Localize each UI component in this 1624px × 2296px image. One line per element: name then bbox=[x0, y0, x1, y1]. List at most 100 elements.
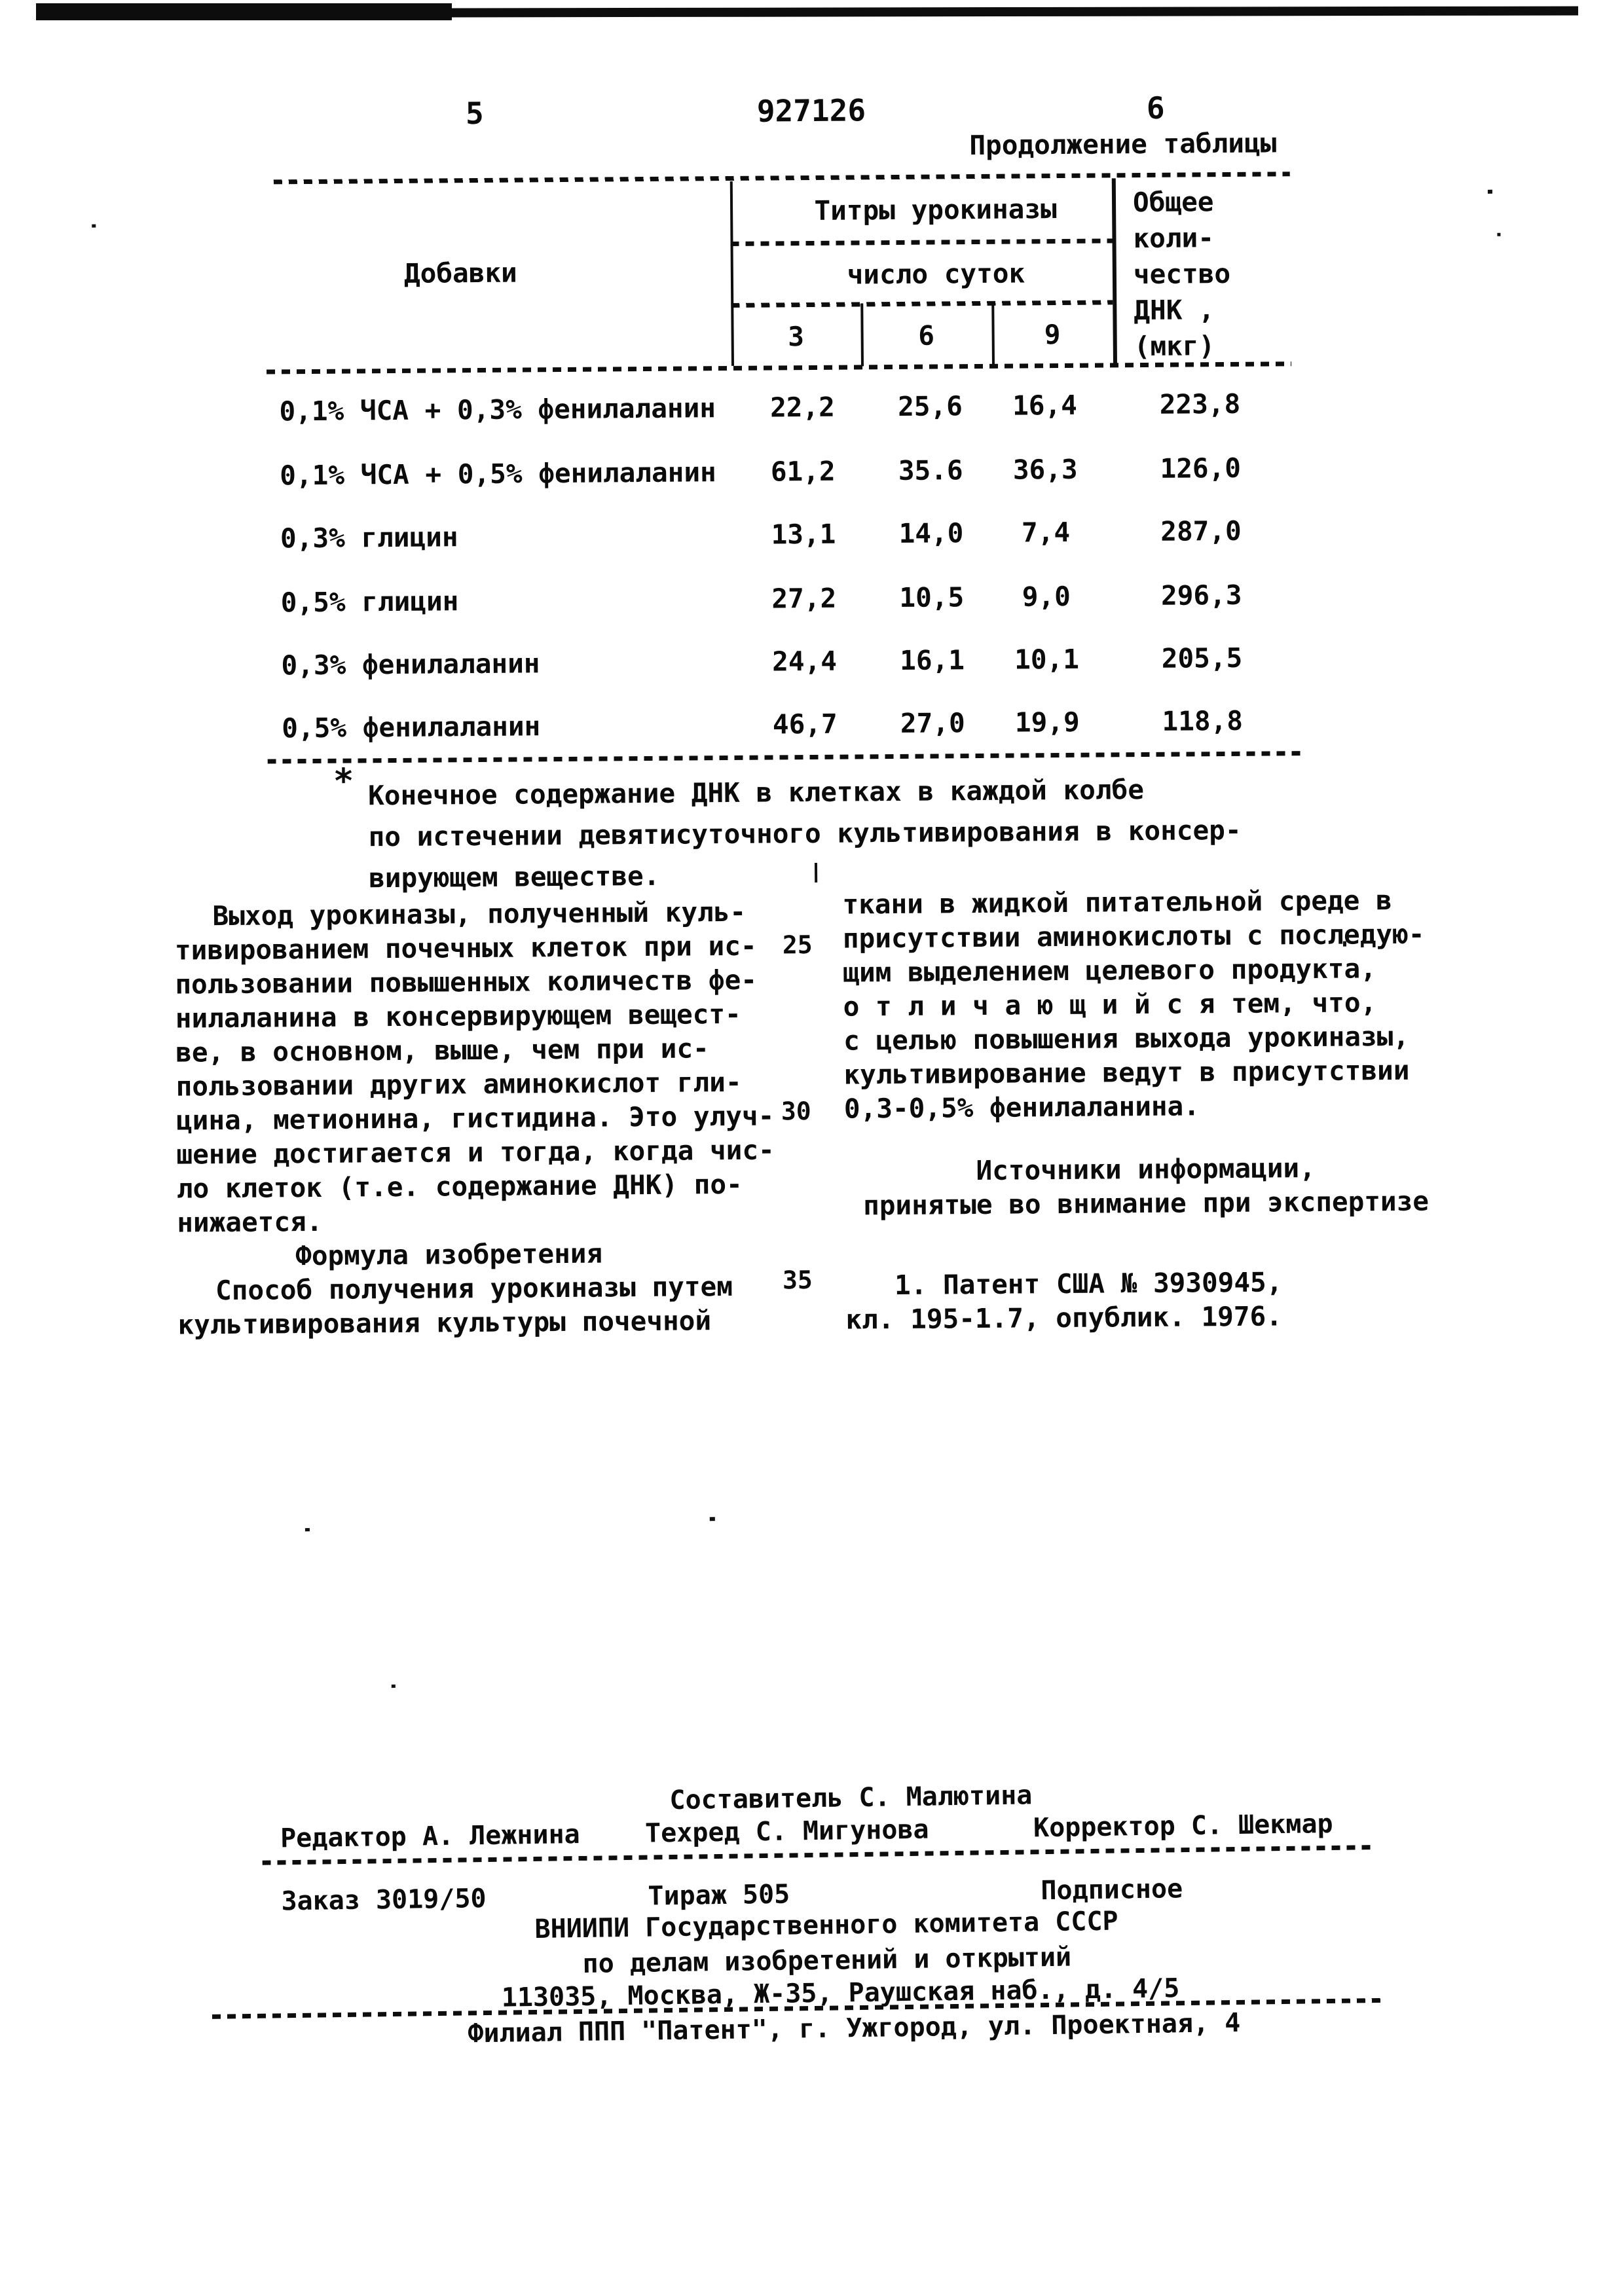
scan-speck bbox=[304, 1528, 310, 1532]
row-value-dna: 205,5 bbox=[1161, 642, 1243, 674]
column-header-additives: Добавки bbox=[403, 257, 517, 289]
footnote-line: по истечении девятисуточного культивиров… bbox=[368, 814, 1242, 853]
row-value-day6: 35.6 bbox=[898, 454, 963, 486]
text-line: пользовании повышенных количеств фе- bbox=[175, 964, 758, 1000]
row-value-dna: 118,8 bbox=[1162, 704, 1244, 737]
text-line: ло клеток (т.е. содержание ДНК) по- bbox=[176, 1168, 743, 1205]
row-label: 0,5% фенилаланин bbox=[282, 710, 541, 744]
spacer bbox=[845, 1219, 1448, 1269]
text-line: щим выделением целевого продукта, bbox=[843, 953, 1377, 989]
row-value-day3: 22,2 bbox=[769, 391, 836, 424]
row-label: 0,5% глицин bbox=[280, 585, 459, 619]
subscription-label: Подписное bbox=[1041, 1874, 1183, 1906]
sources-heading: Источники информации, bbox=[976, 1152, 1316, 1187]
table-border-bottom bbox=[267, 751, 1301, 764]
titers-divider-dash bbox=[730, 238, 1113, 246]
text-line: Способ получения урокиназы путем bbox=[215, 1270, 733, 1307]
claims-heading: Формула изобретения bbox=[295, 1237, 603, 1272]
row-value-day6: 25,6 bbox=[897, 390, 963, 422]
text-line: ткани в жидкой питательной среде в bbox=[842, 884, 1392, 920]
row-value-day6: 27,0 bbox=[900, 707, 965, 739]
editor-credit: Редактор А. Лежнина bbox=[280, 1819, 581, 1854]
row-value-dna: 296,3 bbox=[1160, 579, 1242, 611]
print-run: Тираж 505 bbox=[648, 1879, 790, 1912]
corrector-credit: Корректор С. Шекмар bbox=[1033, 1808, 1333, 1844]
row-label: 0,1% ЧСА + 0,5% фенилаланин bbox=[280, 456, 716, 492]
page-number-right: 6 bbox=[1146, 90, 1165, 126]
row-value-day6: 16,1 bbox=[899, 644, 965, 676]
day-col-3: 3 bbox=[788, 321, 805, 353]
row-label: 0,3% глицин bbox=[280, 521, 458, 555]
text-line: о т л и ч а ю щ и й с я тем, что, bbox=[843, 987, 1377, 1023]
page-number-left: 5 bbox=[465, 95, 484, 132]
scan-speck bbox=[1342, 941, 1346, 947]
days-divider-dash bbox=[731, 300, 1113, 308]
table-row: 0,5% фенилаланин 46,7 27,0 19,9 118,8 bbox=[272, 704, 1297, 745]
column-header-titers: Титры урокиназы bbox=[814, 193, 1057, 227]
day-col-6: 6 bbox=[918, 319, 935, 352]
row-value-day9: 19,9 bbox=[1014, 706, 1080, 738]
dna-header-line: коли- bbox=[1133, 222, 1215, 255]
body-right-column: ткани в жидкой питательной среде в прису… bbox=[842, 884, 1448, 1338]
table-continuation-label: Продолжение таблицы bbox=[969, 127, 1277, 162]
techred-credit: Техред С. Мигунова bbox=[644, 1814, 929, 1849]
scan-speck bbox=[1497, 232, 1501, 236]
table-row: 0,1% ЧСА + 0,3% фенилаланин 22,2 25,6 16… bbox=[270, 388, 1295, 428]
row-value-day3: 24,4 bbox=[771, 645, 838, 678]
dna-header-line: ДНК , bbox=[1134, 294, 1215, 327]
scan-speck bbox=[1487, 189, 1492, 194]
patent-number: 927126 bbox=[756, 92, 866, 129]
row-value-day3: 61,2 bbox=[770, 455, 836, 488]
row-value-day9: 7,4 bbox=[1021, 516, 1071, 549]
row-value-day9: 10,1 bbox=[1014, 643, 1080, 676]
scan-speck bbox=[92, 224, 96, 228]
text-line: нилаланина в консервирующем вещест- bbox=[175, 998, 741, 1034]
column-header-dna: Общее коли- чество ДНК , (мкг) bbox=[1133, 184, 1231, 365]
footnote-line: Конечное содержание ДНК в клетках в кажд… bbox=[367, 774, 1145, 812]
dna-header-line: Общее bbox=[1132, 186, 1214, 219]
row-value-day3: 13,1 bbox=[771, 518, 836, 551]
order-number: Заказ 3019/50 bbox=[281, 1883, 487, 1917]
table-row: 0,5% глицин 27,2 10,5 9,0 296,3 bbox=[272, 579, 1297, 619]
dna-header-line: (мкг) bbox=[1134, 330, 1215, 363]
text-line: ве, в основном, выше, чем при ис- bbox=[175, 1032, 709, 1068]
imprint-footer: Составитель С. Малютина Редактор А. Лежн… bbox=[212, 1768, 1388, 2049]
table-row: 0,3% фенилаланин 24,4 16,1 10,1 205,5 bbox=[272, 642, 1297, 682]
table-row: 0,3% глицин 13,1 14,0 7,4 287,0 bbox=[271, 515, 1296, 555]
row-value-day3: 46,7 bbox=[772, 708, 838, 740]
row-value-day3: 27,2 bbox=[771, 582, 837, 615]
text-line: нижается. bbox=[177, 1205, 323, 1239]
text-line: Выход урокиназы, полученный куль- bbox=[212, 896, 747, 932]
row-label: 0,3% фенилаланин bbox=[281, 647, 540, 682]
additives-table: Добавки Титры урокиназы число суток 3 6 … bbox=[267, 172, 1301, 769]
footnote-marker: * bbox=[333, 761, 354, 801]
scan-speck bbox=[391, 1685, 396, 1688]
text-line: культивирование ведут в присутствии bbox=[843, 1054, 1410, 1091]
column-header-days: число суток bbox=[847, 257, 1025, 291]
scan-speck bbox=[814, 862, 818, 883]
body-left-column: Выход урокиназы, полученный куль- тивиро… bbox=[174, 896, 800, 1343]
text-line: принятые во внимание при экспертизе bbox=[862, 1185, 1430, 1222]
footnote: Конечное содержание ДНК в клетках в кажд… bbox=[368, 773, 1242, 903]
row-value-dna: 126,0 bbox=[1160, 452, 1242, 484]
scan-top-bar-left bbox=[36, 3, 452, 20]
row-value-day9: 36,3 bbox=[1012, 453, 1078, 486]
dna-header-line: чество bbox=[1133, 257, 1231, 291]
text-line: тивированием почечных клеток при ис- bbox=[174, 930, 757, 966]
row-label: 0,1% ЧСА + 0,3% фенилаланин bbox=[279, 392, 716, 428]
spacer bbox=[844, 1122, 1447, 1156]
row-value-dna: 287,0 bbox=[1160, 515, 1242, 547]
text-line: 0,3-0,5% фенилаланина. bbox=[843, 1090, 1200, 1125]
text-line: шение достигается и тогда, когда чис- bbox=[176, 1134, 775, 1171]
table-row: 0,1% ЧСА + 0,5% фенилаланин 61,2 35.6 36… bbox=[270, 452, 1295, 492]
text-line: присутствии аминокислоты с последую- bbox=[842, 918, 1425, 955]
row-value-dna: 223,8 bbox=[1159, 388, 1241, 420]
day-col-9: 9 bbox=[1044, 318, 1061, 351]
reference-line: кл. 195-1.7, опублик. 1976. bbox=[845, 1300, 1283, 1336]
row-value-day6: 14,0 bbox=[898, 517, 964, 549]
scan-speck bbox=[709, 1517, 715, 1522]
row-value-day6: 10,5 bbox=[899, 581, 965, 613]
text-line: цина, метионина, гистидина. Это улуч- bbox=[175, 1100, 775, 1137]
